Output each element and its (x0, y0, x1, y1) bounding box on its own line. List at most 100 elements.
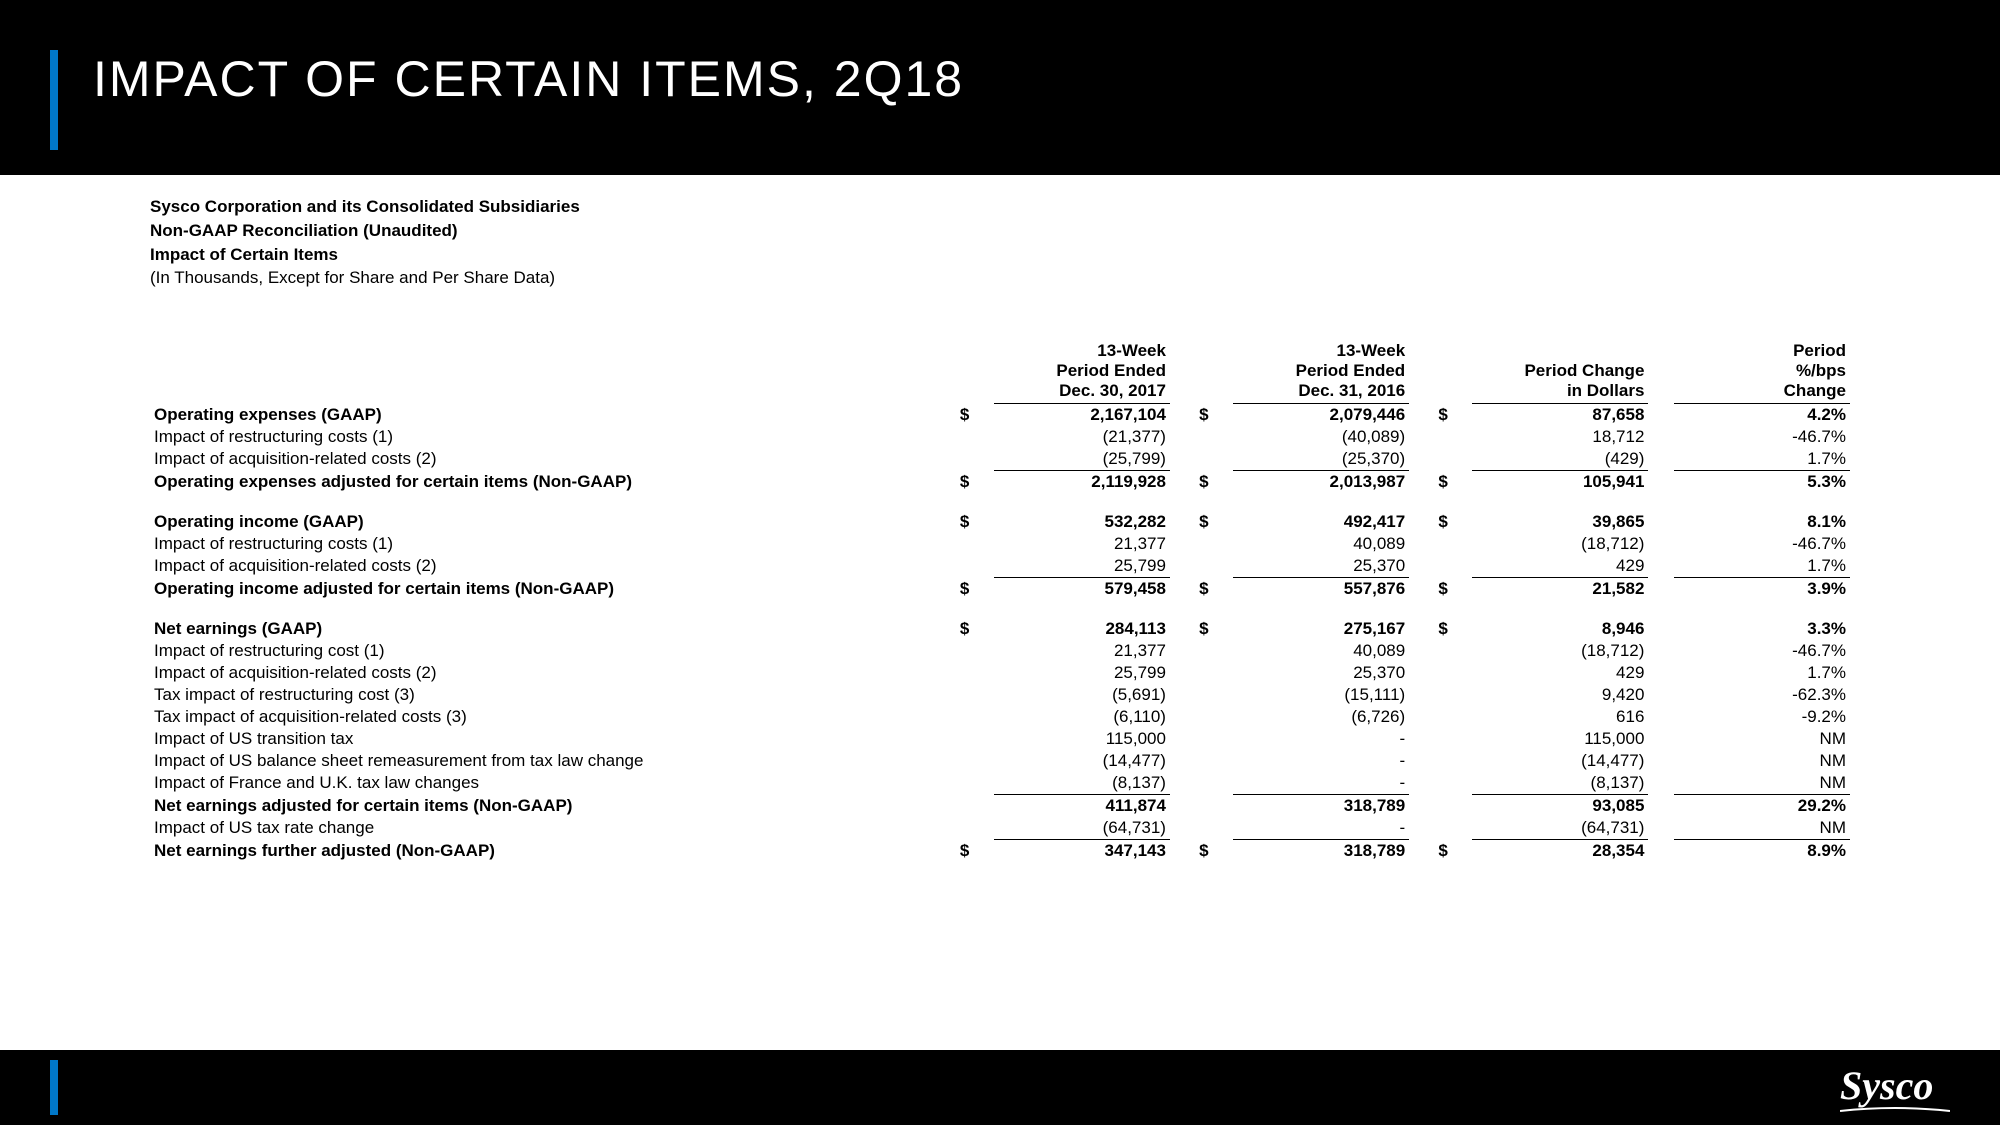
cell-value: (25,370) (1233, 448, 1409, 471)
cell-value: 318,789 (1233, 840, 1409, 863)
row-label: Operating expenses adjusted for certain … (150, 471, 956, 494)
cell-value: (429) (1472, 448, 1648, 471)
cell-pct: 8.9% (1674, 840, 1850, 863)
cell-value: (40,089) (1233, 426, 1409, 448)
col-header-2: 13-WeekPeriod EndedDec. 31, 2016 (1233, 340, 1409, 404)
cell-value: 28,354 (1472, 840, 1648, 863)
col-header-3: Period Changein Dollars (1472, 340, 1648, 404)
table-row: Impact of acquisition-related costs (2) 2… (150, 555, 1850, 578)
cell-pct: 5.3% (1674, 471, 1850, 494)
col-header-empty (150, 340, 956, 404)
cell-value: 429 (1472, 662, 1648, 684)
cell-value: (18,712) (1472, 640, 1648, 662)
cell-value: 40,089 (1233, 533, 1409, 555)
cell-value: 21,582 (1472, 578, 1648, 601)
cell-value: 21,377 (994, 533, 1170, 555)
sysco-logo: Sysco (1840, 1062, 1950, 1114)
cell-value: - (1233, 817, 1409, 840)
cell-value: 9,420 (1472, 684, 1648, 706)
table-row: Net earnings (GAAP)$284,113$275,167$8,94… (150, 618, 1850, 640)
cell-value: 275,167 (1233, 618, 1409, 640)
cell-value: (6,726) (1233, 706, 1409, 728)
cell-value: 25,799 (994, 555, 1170, 578)
cell-value: - (1233, 772, 1409, 795)
cell-value: 284,113 (994, 618, 1170, 640)
row-label: Impact of acquisition-related costs (2) (150, 555, 956, 578)
cell-pct: 4.2% (1674, 404, 1850, 427)
cell-value: - (1233, 728, 1409, 750)
table-row (150, 600, 1850, 618)
cell-pct: 29.2% (1674, 795, 1850, 818)
cell-value: 616 (1472, 706, 1648, 728)
cell-value: (6,110) (994, 706, 1170, 728)
cell-value: (21,377) (994, 426, 1170, 448)
reconciliation-table: 13-WeekPeriod EndedDec. 30, 2017 13-Week… (150, 340, 1850, 862)
content-area: Sysco Corporation and its Consolidated S… (0, 175, 2000, 862)
table-row: Impact of restructuring costs (1) 21,377 4… (150, 533, 1850, 555)
table-row: Impact of France and U.K. tax law change… (150, 772, 1850, 795)
table-row: Tax impact of restructuring cost (3)(5,6… (150, 684, 1850, 706)
cell-value: 2,079,446 (1233, 404, 1409, 427)
row-label: Impact of US tax rate change (150, 817, 956, 840)
page-title: IMPACT OF CERTAIN ITEMS, 2Q18 (93, 50, 964, 108)
cell-pct: 3.9% (1674, 578, 1850, 601)
cell-value: 25,370 (1233, 555, 1409, 578)
cell-value: (18,712) (1472, 533, 1648, 555)
col-header-4: Period%/bpsChange (1674, 340, 1850, 404)
cell-pct: 1.7% (1674, 662, 1850, 684)
row-label: Net earnings further adjusted (Non-GAAP) (150, 840, 956, 863)
cell-pct: -9.2% (1674, 706, 1850, 728)
table-row: Operating income adjusted for certain it… (150, 578, 1850, 601)
accent-bar (50, 50, 58, 150)
cell-value: 21,377 (994, 640, 1170, 662)
subtitle-line: Impact of Certain Items (150, 243, 1850, 267)
table-row: Operating expenses adjusted for certain … (150, 471, 1850, 494)
cell-value: 115,000 (994, 728, 1170, 750)
row-label: Tax impact of acquisition-related costs … (150, 706, 956, 728)
cell-value: (64,731) (1472, 817, 1648, 840)
cell-pct: NM (1674, 728, 1850, 750)
table-row: Net earnings further adjusted (Non-GAAP)… (150, 840, 1850, 863)
row-label: Operating income adjusted for certain it… (150, 578, 956, 601)
cell-value: (8,137) (994, 772, 1170, 795)
row-label: Net earnings (GAAP) (150, 618, 956, 640)
cell-pct: 1.7% (1674, 555, 1850, 578)
cell-pct: 8.1% (1674, 511, 1850, 533)
subtitle-line: Sysco Corporation and its Consolidated S… (150, 195, 1850, 219)
cell-value: (8,137) (1472, 772, 1648, 795)
cell-value: 25,799 (994, 662, 1170, 684)
cell-value: (64,731) (994, 817, 1170, 840)
slide-footer: 18 Sysco (0, 1050, 2000, 1125)
subtitle-line: (In Thousands, Except for Share and Per … (150, 266, 1850, 290)
cell-value: 93,085 (1472, 795, 1648, 818)
cell-value: 557,876 (1233, 578, 1409, 601)
cell-value: 2,167,104 (994, 404, 1170, 427)
table-row: Operating income (GAAP)$532,282$492,417$… (150, 511, 1850, 533)
cell-pct: -46.7% (1674, 640, 1850, 662)
cell-value: 492,417 (1233, 511, 1409, 533)
row-label: Impact of restructuring costs (1) (150, 426, 956, 448)
table-row: Tax impact of acquisition-related costs … (150, 706, 1850, 728)
table-row (150, 493, 1850, 511)
cell-value: 411,874 (994, 795, 1170, 818)
cell-pct: NM (1674, 817, 1850, 840)
cell-value: 532,282 (994, 511, 1170, 533)
cell-pct: -62.3% (1674, 684, 1850, 706)
cell-pct: NM (1674, 772, 1850, 795)
table-row: Impact of restructuring cost (1)21,37740… (150, 640, 1850, 662)
cell-value: 318,789 (1233, 795, 1409, 818)
table-row: Net earnings adjusted for certain items … (150, 795, 1850, 818)
cell-value: (5,691) (994, 684, 1170, 706)
row-label: Impact of restructuring costs (1) (150, 533, 956, 555)
cell-value: 115,000 (1472, 728, 1648, 750)
cell-value: 2,013,987 (1233, 471, 1409, 494)
cell-value: (14,477) (1472, 750, 1648, 772)
row-label: Impact of restructuring cost (1) (150, 640, 956, 662)
cell-value: 2,119,928 (994, 471, 1170, 494)
cell-value: 429 (1472, 555, 1648, 578)
cell-value: 347,143 (994, 840, 1170, 863)
page-number: 18 (989, 1022, 1011, 1045)
cell-pct: -46.7% (1674, 533, 1850, 555)
cell-value: 25,370 (1233, 662, 1409, 684)
subtitle-line: Non-GAAP Reconciliation (Unaudited) (150, 219, 1850, 243)
